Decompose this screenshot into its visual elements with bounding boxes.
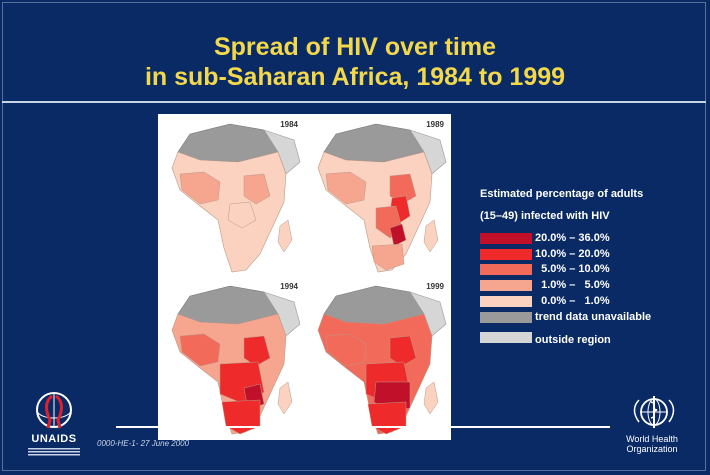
map-panel: 1984 1989 1994 bbox=[158, 114, 451, 440]
africa-map-1999 bbox=[317, 285, 447, 435]
legend-title-line-1: Estimated percentage of adults bbox=[480, 188, 644, 200]
map-year-label: 1999 bbox=[426, 282, 444, 291]
legend-label: 1.0% – 5.0% bbox=[535, 279, 610, 291]
unaids-wordmark: UNAIDS bbox=[31, 433, 77, 445]
slide-frame bbox=[2, 2, 706, 471]
africa-map-1994 bbox=[171, 285, 301, 435]
who-emblem-icon bbox=[633, 396, 675, 428]
who-wordmark: World Health Organization bbox=[612, 434, 692, 454]
title-divider bbox=[2, 101, 706, 103]
slide-title: Spread of HIV over time in sub-Saharan A… bbox=[0, 32, 710, 92]
map-year-label: 1989 bbox=[426, 120, 444, 129]
legend-label: 5.0% – 10.0% bbox=[535, 263, 610, 275]
legend-swatch bbox=[480, 233, 532, 244]
map-1984: 1984 bbox=[160, 116, 304, 276]
legend-label: 20.0% – 36.0% bbox=[535, 232, 610, 244]
legend-swatch bbox=[480, 332, 532, 343]
legend-label: 0.0% – 1.0% bbox=[535, 295, 610, 307]
unaids-subtext-lines bbox=[28, 448, 80, 456]
footer-code: 0000-HE-1- 27 June 2000 bbox=[97, 439, 190, 448]
legend-swatch bbox=[480, 249, 532, 260]
map-year-label: 1994 bbox=[280, 282, 298, 291]
who-line-2: Organization bbox=[626, 444, 678, 454]
legend-label: outside region bbox=[535, 334, 611, 346]
map-1989: 1989 bbox=[306, 116, 450, 276]
legend-title-line-2: (15–49) infected with HIV bbox=[480, 210, 610, 222]
unaids-emblem-icon bbox=[36, 392, 72, 429]
legend-label: trend data unavailable bbox=[535, 311, 652, 323]
title-line-2: in sub-Saharan Africa, 1984 to 1999 bbox=[144, 63, 566, 91]
footer-divider bbox=[116, 426, 610, 428]
map-1999: 1999 bbox=[306, 278, 450, 438]
who-logo bbox=[629, 392, 679, 432]
map-1994: 1994 bbox=[160, 278, 304, 438]
legend-swatch bbox=[480, 264, 532, 275]
map-year-label: 1984 bbox=[280, 120, 298, 129]
unaids-logo bbox=[28, 390, 80, 462]
africa-map-1989 bbox=[317, 123, 447, 273]
legend-swatch bbox=[480, 312, 532, 323]
legend-swatch bbox=[480, 280, 532, 291]
legend-label: 10.0% – 20.0% bbox=[535, 248, 610, 260]
title-line-1: Spread of HIV over time bbox=[213, 33, 497, 61]
who-line-1: World Health bbox=[626, 434, 678, 444]
legend-swatch bbox=[480, 296, 532, 307]
africa-map-1984 bbox=[171, 123, 301, 273]
